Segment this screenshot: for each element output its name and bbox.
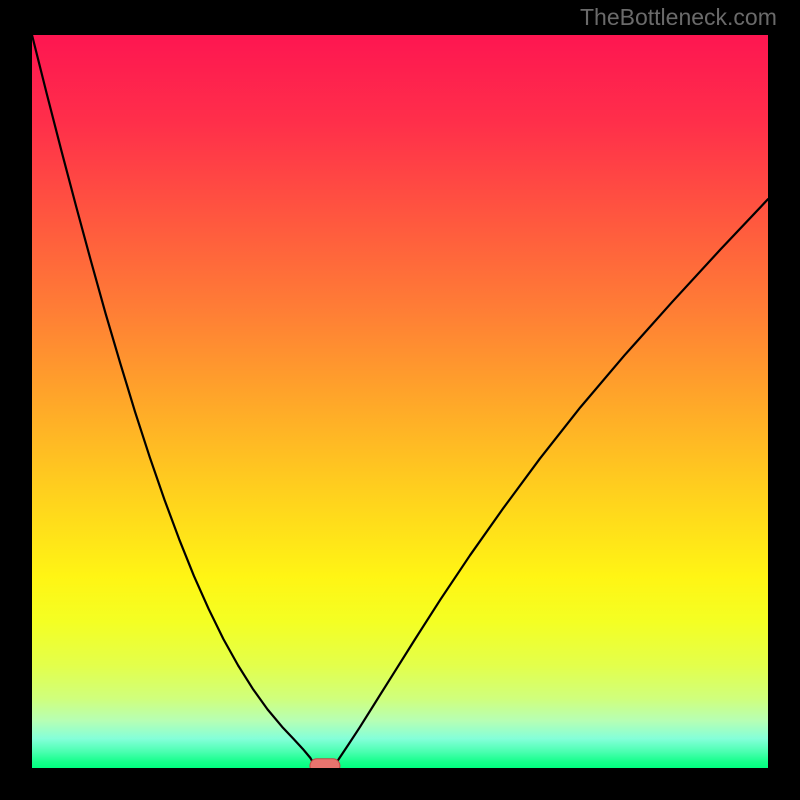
watermark-text: TheBottleneck.com [580, 4, 777, 31]
chart-container [32, 35, 768, 768]
bottleneck-marker [310, 759, 340, 768]
gradient-background [32, 35, 768, 768]
bottleneck-chart [32, 35, 768, 768]
